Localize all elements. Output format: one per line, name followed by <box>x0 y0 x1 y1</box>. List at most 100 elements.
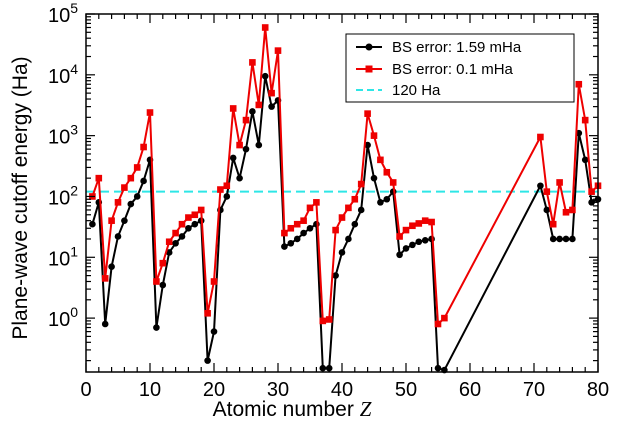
data-point <box>204 357 211 364</box>
data-point <box>210 278 218 285</box>
data-point <box>569 235 576 243</box>
data-point <box>236 141 243 149</box>
data-point <box>281 229 288 237</box>
data-point <box>165 238 173 246</box>
data-point <box>402 245 410 252</box>
data-point <box>223 193 231 200</box>
data-point <box>101 275 109 282</box>
data-point <box>268 89 275 97</box>
data-point <box>89 220 96 228</box>
legend-label-black: BS error: 1.59 mHa <box>392 39 522 56</box>
data-point <box>537 182 544 190</box>
data-point <box>588 188 595 195</box>
data-point <box>268 103 275 110</box>
data-point <box>332 272 339 279</box>
data-point <box>338 214 346 221</box>
data-point <box>127 200 135 208</box>
data-point <box>562 208 570 216</box>
data-point <box>396 233 403 240</box>
data-point <box>133 164 141 171</box>
data-point <box>153 324 160 331</box>
data-point <box>293 235 301 243</box>
data-point <box>396 251 403 259</box>
data-point <box>159 281 167 289</box>
data-point <box>549 220 557 228</box>
legend-marker-black <box>365 43 373 51</box>
data-point <box>338 249 346 256</box>
data-point <box>313 199 320 206</box>
data-point <box>133 193 141 200</box>
data-point <box>383 195 391 203</box>
y-tick-label: 101 <box>48 243 78 270</box>
data-point <box>345 204 352 212</box>
data-point <box>434 364 442 372</box>
data-point <box>345 235 352 243</box>
data-point <box>569 206 576 214</box>
data-point <box>549 235 557 243</box>
data-point <box>281 243 288 250</box>
data-point <box>95 174 103 182</box>
data-point <box>556 179 563 186</box>
data-point <box>121 217 128 224</box>
data-point <box>581 116 589 124</box>
data-point <box>409 241 416 249</box>
data-point <box>351 220 359 228</box>
data-point <box>562 235 570 243</box>
data-point <box>249 108 256 115</box>
data-point <box>255 141 263 149</box>
data-point <box>261 24 269 31</box>
data-point <box>313 220 320 228</box>
data-point <box>434 320 442 328</box>
data-point <box>364 141 371 149</box>
data-point <box>543 188 551 195</box>
x-axis-title-text: Atomic number <box>213 398 354 421</box>
data-point <box>537 133 544 141</box>
x-tick-label: 40 <box>331 379 353 401</box>
data-point <box>114 199 122 206</box>
data-point <box>383 168 391 176</box>
legend-label-red: BS error: 0.1 mHa <box>392 61 514 78</box>
data-point <box>185 224 192 232</box>
data-point <box>185 214 192 221</box>
data-point <box>415 220 423 227</box>
data-point <box>108 217 115 224</box>
legend-box <box>345 33 575 103</box>
data-point <box>287 239 295 247</box>
data-point <box>300 217 307 224</box>
legend-label-cyan: 120 Ha <box>392 82 441 99</box>
y-tick-label: 103 <box>48 122 78 149</box>
data-point <box>178 220 186 228</box>
data-point <box>197 206 205 214</box>
x-tick-label: 50 <box>395 379 417 401</box>
data-point <box>242 145 250 153</box>
data-point <box>223 182 231 190</box>
data-point <box>255 101 263 109</box>
data-point <box>441 314 448 322</box>
x-tick-label: 60 <box>459 379 481 401</box>
data-point <box>287 224 295 232</box>
data-point <box>357 180 365 188</box>
data-point <box>146 109 154 116</box>
data-point <box>101 320 109 328</box>
data-point <box>172 239 179 247</box>
data-point <box>319 364 327 372</box>
data-point <box>415 238 423 246</box>
x-tick-label: 20 <box>203 379 225 401</box>
data-point <box>325 316 333 323</box>
data-point <box>217 186 224 193</box>
data-point <box>293 220 301 228</box>
legend-marker-red <box>365 65 373 73</box>
data-point <box>364 110 371 117</box>
x-tick-label: 80 <box>587 379 609 401</box>
data-point <box>319 317 327 325</box>
data-point <box>178 233 186 240</box>
data-point <box>210 328 218 335</box>
data-point <box>370 174 378 182</box>
data-point <box>249 59 256 66</box>
data-point <box>165 249 173 256</box>
data-point <box>306 224 314 232</box>
data-point <box>261 72 269 80</box>
data-point <box>543 206 551 214</box>
data-point <box>159 259 167 267</box>
